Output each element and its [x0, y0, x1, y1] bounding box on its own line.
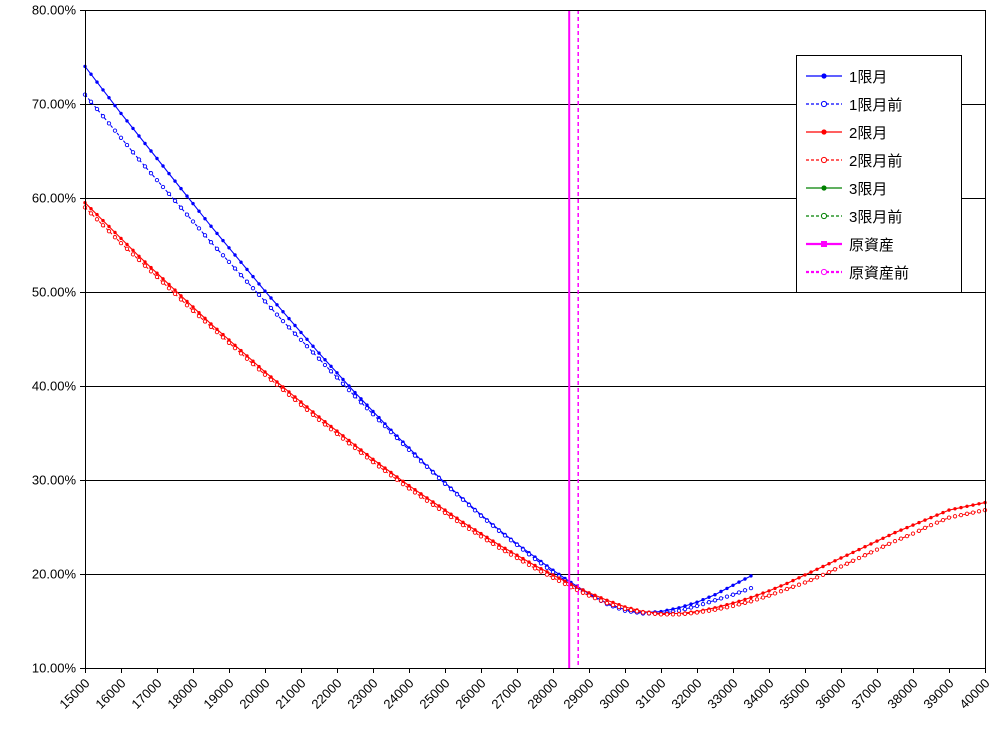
underlying-lines: [568, 10, 579, 668]
x-tick-label: 35000: [776, 676, 812, 712]
legend-line-sample: [806, 241, 842, 247]
series-1限月: [83, 64, 753, 615]
legend-line-sample: [806, 185, 842, 191]
legend-line-sample: [806, 73, 842, 79]
legend-label: 3限月前: [849, 208, 903, 226]
legend-line-sample: [806, 156, 842, 164]
x-tick-label: 26000: [452, 676, 488, 712]
y-axis-labels: 80.00% 70.00% 60.00% 50.00% 40.00% 30.00% 20.0…: [32, 3, 77, 676]
x-tick-label: 39000: [920, 676, 956, 712]
legend-label: 1限月前: [849, 96, 903, 114]
x-tick-label: 28000: [524, 676, 560, 712]
x-tick-label: 34000: [740, 676, 776, 712]
x-tick-label: 20000: [236, 676, 272, 712]
legend-label: 2限月: [849, 124, 888, 142]
legend-item: 1限月: [805, 63, 953, 89]
legend-line-sample: [806, 129, 842, 135]
x-tick-label: 27000: [488, 676, 524, 712]
legend-item: 2限月前: [805, 147, 953, 173]
x-tick-label: 21000: [272, 676, 308, 712]
y-tick-label: 80.00%: [32, 3, 77, 18]
legend-item: 原資産: [805, 231, 953, 257]
legend-line-sample: [806, 268, 842, 276]
plot-border: [85, 10, 986, 669]
x-tick-label: 16000: [92, 676, 128, 712]
legend-label: 原資産前: [849, 264, 910, 282]
legend-line-sample: [806, 100, 842, 108]
legend-item: 2限月: [805, 119, 953, 145]
legend-item: 3限月前: [805, 203, 953, 229]
y-tick-label: 20.00%: [32, 567, 77, 582]
y-tick-label: 60.00%: [32, 191, 77, 206]
legend-item: 1限月前: [805, 91, 953, 117]
legend-label: 原資産: [849, 236, 895, 254]
y-tick-label: 70.00%: [32, 97, 77, 112]
legend-label: 3限月: [849, 180, 888, 198]
x-tick-label: 30000: [596, 676, 632, 712]
x-tick-label: 15000: [56, 676, 92, 712]
y-tick-label: 50.00%: [32, 285, 77, 300]
x-tick-label: 32000: [668, 676, 704, 712]
x-tick-label: 24000: [380, 676, 416, 712]
legend-label: 2限月前: [849, 152, 903, 170]
legend-item: 3限月: [805, 175, 953, 201]
series-1限月前: [82, 92, 754, 616]
x-tick-label: 37000: [848, 676, 884, 712]
x-tick-label: 31000: [632, 676, 668, 712]
y-tick-label: 10.00%: [32, 661, 77, 676]
y-tick-label: 30.00%: [32, 473, 77, 488]
x-tick-label: 22000: [308, 676, 344, 712]
x-tick-label: 29000: [560, 676, 596, 712]
x-tick-label: 38000: [884, 676, 920, 712]
legend-line-sample: [806, 212, 842, 220]
x-tick-label: 18000: [164, 676, 200, 712]
x-tick-label: 36000: [812, 676, 848, 712]
legend-label: 1限月: [849, 68, 888, 86]
x-tick-label: 19000: [200, 676, 236, 712]
x-axis-labels: 15000 16000 17000 18000 19000 20000 21000 22000…: [56, 668, 993, 712]
x-tick-label: 40000: [956, 676, 992, 712]
x-tick-label: 17000: [128, 676, 164, 712]
legend-item: 原資産前: [805, 259, 953, 285]
x-tick-label: 23000: [344, 676, 380, 712]
x-tick-label: 33000: [704, 676, 740, 712]
y-tick-label: 40.00%: [32, 379, 77, 394]
chart-legend: 1限月 1限月前 2限月 2限月前 3限月 3限月前原資産原資産前: [796, 55, 962, 293]
x-tick-label: 25000: [416, 676, 452, 712]
series: [82, 64, 988, 617]
